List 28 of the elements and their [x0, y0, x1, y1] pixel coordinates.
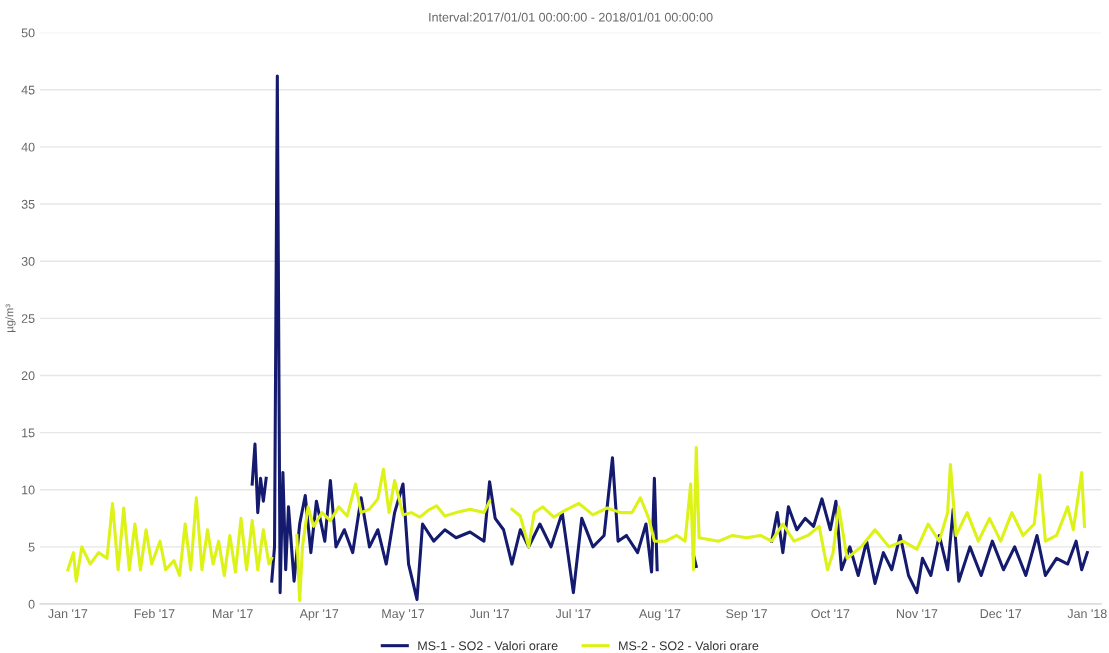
y-tick-label: 40 [21, 142, 35, 152]
x-tick-label: Mar '17 [213, 609, 253, 619]
x-tick-label: Jul '17 [555, 608, 591, 619]
x-tick-label: Oct '17 [811, 609, 850, 619]
y-tick-label: 30 [21, 257, 35, 266]
x-tick-label: Jan '18 [1067, 609, 1107, 619]
legend-label: MS-1 - SO2 - Valori orare [418, 640, 558, 651]
x-tick-label: Jan '17 [48, 609, 88, 619]
y-tick-label: 25 [21, 314, 35, 323]
y-tick-label: 35 [21, 199, 35, 209]
x-tick-label: Feb '17 [134, 608, 175, 619]
x-tick-label: Apr '17 [299, 609, 339, 621]
x-tick-label: Aug '17 [638, 609, 681, 621]
y-tick-label: 20 [21, 371, 35, 381]
chart-title: Interval:2017/01/01 00:00:00 - 2018/01/01 00:00:00 [429, 12, 713, 22]
y-tick-label: 45 [21, 85, 35, 95]
y-axis-title: µg/m³ [5, 304, 16, 332]
x-tick-label: May '17 [382, 609, 425, 621]
y-tick-label: 5 [28, 542, 35, 552]
y-tick-label: 15 [22, 428, 35, 438]
x-tick-label: Jun '17 [469, 609, 509, 619]
y-tick-label: 50 [21, 28, 35, 38]
y-tick-label: 10 [22, 485, 35, 495]
y-tick-label: 0 [28, 599, 35, 609]
x-tick-label: Nov '17 [896, 609, 938, 619]
legend-label: MS-2 - SO2 - Valori orare [619, 640, 759, 651]
x-tick-label: Sep '17 [726, 609, 767, 621]
x-tick-label: Dec '17 [980, 609, 1022, 619]
